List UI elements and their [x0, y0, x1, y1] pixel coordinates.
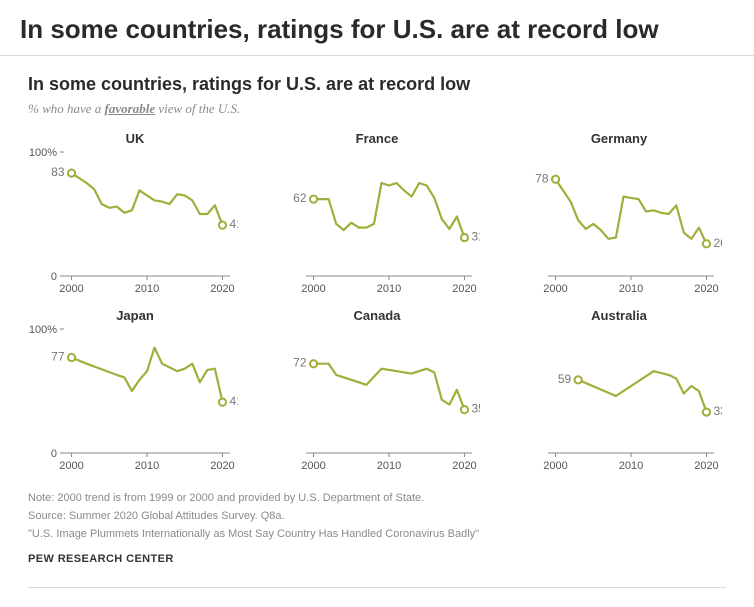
svg-text:100%: 100% — [29, 325, 57, 336]
svg-text:2000: 2000 — [543, 283, 567, 295]
page-headline: In some countries, ratings for U.S. are … — [0, 0, 754, 56]
svg-text:0: 0 — [51, 271, 57, 283]
svg-text:78: 78 — [535, 171, 549, 185]
chart-subtitle: % who have a favorable view of the U.S. — [28, 101, 726, 117]
svg-text:2000: 2000 — [543, 460, 567, 472]
footnotes: Note: 2000 trend is from 1999 or 2000 an… — [28, 491, 726, 543]
svg-text:2020: 2020 — [210, 283, 234, 295]
panel-svg: 2000 2010 2020 59 33 — [512, 325, 722, 475]
chart-title: In some countries, ratings for U.S. are … — [28, 74, 726, 95]
svg-text:2010: 2010 — [619, 283, 643, 295]
svg-text:2010: 2010 — [135, 283, 159, 295]
svg-text:33: 33 — [713, 404, 722, 418]
svg-text:2020: 2020 — [694, 460, 718, 472]
svg-text:2010: 2010 — [377, 283, 401, 295]
svg-text:2010: 2010 — [619, 460, 643, 472]
svg-text:0: 0 — [51, 448, 57, 460]
svg-text:77: 77 — [51, 350, 65, 364]
footnote-line: Note: 2000 trend is from 1999 or 2000 an… — [28, 491, 726, 507]
panel-svg: 2000 2010 2020 72 35 — [270, 325, 480, 475]
panel-svg: 2000 2010 2020 0 100% 77 41 — [28, 325, 238, 475]
source-brand: PEW RESEARCH CENTER — [28, 553, 726, 565]
chart-panel: Germany 2000 2010 2020 78 26 — [512, 131, 726, 298]
svg-text:2000: 2000 — [301, 283, 325, 295]
svg-text:2020: 2020 — [694, 283, 718, 295]
chart-panel: UK 2000 2010 2020 0 100% 83 41 — [28, 131, 242, 298]
svg-text:83: 83 — [51, 165, 65, 179]
panel-title: Canada — [270, 308, 484, 323]
chart-panel: Canada 2000 2010 2020 72 35 — [270, 308, 484, 475]
svg-text:2000: 2000 — [59, 283, 83, 295]
panel-title: Australia — [512, 308, 726, 323]
desc-underlined: favorable — [105, 101, 156, 116]
panel-svg: 2000 2010 2020 62 31 — [270, 148, 480, 298]
chart-panel: Australia 2000 2010 2020 59 33 — [512, 308, 726, 475]
small-multiples-grid: UK 2000 2010 2020 0 100% 83 41 France 2000 2010 202… — [28, 131, 726, 475]
footnote-line: Source: Summer 2020 Global Attitudes Sur… — [28, 509, 726, 525]
svg-text:100%: 100% — [29, 148, 57, 159]
chart-panel: Japan 2000 2010 2020 0 100% 77 41 — [28, 308, 242, 475]
svg-text:35: 35 — [471, 402, 480, 416]
bottom-rule — [28, 587, 726, 588]
svg-text:72: 72 — [293, 356, 307, 370]
desc-suffix: view of the U.S. — [155, 101, 240, 116]
panel-svg: 2000 2010 2020 0 100% 83 41 — [28, 148, 238, 298]
svg-text:2020: 2020 — [452, 283, 476, 295]
svg-text:2010: 2010 — [135, 460, 159, 472]
svg-text:31: 31 — [471, 230, 480, 244]
svg-text:2020: 2020 — [452, 460, 476, 472]
svg-text:59: 59 — [558, 372, 572, 386]
svg-text:2010: 2010 — [377, 460, 401, 472]
svg-text:41: 41 — [229, 394, 238, 408]
chart-panel: France 2000 2010 2020 62 31 — [270, 131, 484, 298]
svg-text:41: 41 — [229, 217, 238, 231]
desc-prefix: % who have a — [28, 101, 105, 116]
svg-text:62: 62 — [293, 191, 307, 205]
chart-card: In some countries, ratings for U.S. are … — [0, 56, 754, 573]
svg-text:26: 26 — [713, 236, 722, 250]
panel-svg: 2000 2010 2020 78 26 — [512, 148, 722, 298]
panel-title: Japan — [28, 308, 242, 323]
footnote-line: "U.S. Image Plummets Internationally as … — [28, 527, 726, 543]
svg-text:2020: 2020 — [210, 460, 234, 472]
panel-title: Germany — [512, 131, 726, 146]
panel-title: France — [270, 131, 484, 146]
panel-title: UK — [28, 131, 242, 146]
svg-text:2000: 2000 — [59, 460, 83, 472]
svg-text:2000: 2000 — [301, 460, 325, 472]
